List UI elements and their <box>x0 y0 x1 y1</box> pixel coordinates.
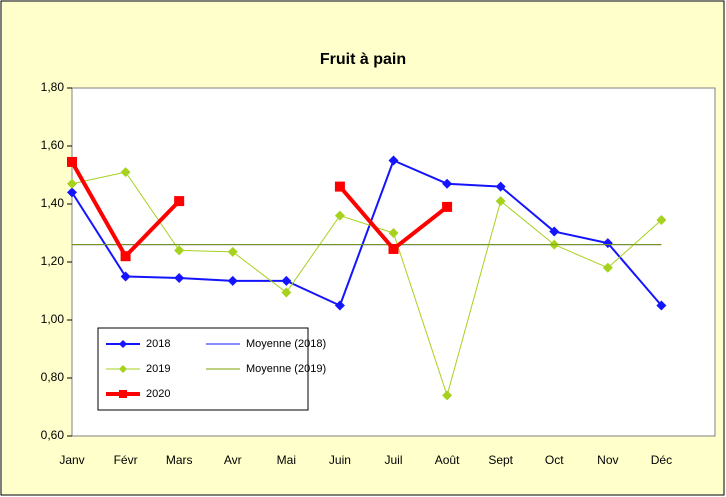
chart-title: Fruit à pain <box>320 51 406 68</box>
legend-label: Moyenne (2018) <box>246 338 326 350</box>
x-tick-label: Mai <box>277 453 296 467</box>
line <box>71 159 663 307</box>
marker <box>334 181 345 192</box>
marker <box>495 196 506 207</box>
marker <box>120 251 131 262</box>
y-tick-label: 1,00 <box>41 312 65 326</box>
x-tick-label: Août <box>435 453 460 467</box>
legend-label: 2019 <box>146 363 170 375</box>
x-tick-label: Janv <box>59 453 84 467</box>
x-tick-label: Févr <box>114 453 138 467</box>
marker <box>442 201 453 212</box>
marker <box>334 210 345 221</box>
legend: 2018 Moyenne (2018) 2019 Moyenne (2019) 2020 <box>97 327 326 411</box>
marker <box>388 243 399 254</box>
marker <box>442 178 453 189</box>
legend-marker <box>119 365 127 373</box>
x-tick-label: Mars <box>166 453 193 467</box>
marker <box>227 246 238 257</box>
legend-label: 2018 <box>146 338 170 350</box>
marker <box>656 214 667 225</box>
y-tick-label: 1,80 <box>41 80 65 94</box>
marker <box>67 178 77 189</box>
x-tick-label: Avr <box>224 453 242 467</box>
legend-label: 2020 <box>146 388 170 400</box>
marker <box>174 245 185 256</box>
x-tick-label: Juin <box>329 453 351 467</box>
legend-marker <box>119 390 127 398</box>
marker <box>442 390 453 401</box>
marker <box>67 187 77 198</box>
line <box>71 171 662 396</box>
legend-label: Moyenne (2019) <box>246 363 326 375</box>
x-tick-label: Déc <box>651 453 672 467</box>
marker <box>67 156 77 167</box>
y-tick-label: 1,60 <box>41 138 65 152</box>
y-tick-label: 1,40 <box>41 196 65 210</box>
y-tick-label: 0,80 <box>41 370 65 384</box>
marker <box>281 275 292 286</box>
legend-marker <box>119 340 127 348</box>
marker <box>120 271 131 282</box>
x-tick-label: Juil <box>384 453 402 467</box>
marker <box>174 272 185 283</box>
marker <box>656 300 667 311</box>
marker <box>602 262 613 273</box>
marker <box>334 300 345 311</box>
marker <box>281 287 292 298</box>
marker <box>174 196 185 207</box>
x-tick-label: Oct <box>545 453 564 467</box>
marker <box>388 228 399 238</box>
y-tick-label: 1,20 <box>41 254 65 268</box>
x-tick-label: Sept <box>488 453 513 467</box>
marker <box>227 275 238 286</box>
y-tick-label: 0,60 <box>41 428 65 442</box>
marker <box>495 181 506 192</box>
x-tick-label: Nov <box>597 453 618 467</box>
marker <box>602 238 613 249</box>
marker <box>388 155 399 166</box>
marker <box>120 167 131 178</box>
marker <box>549 226 560 237</box>
